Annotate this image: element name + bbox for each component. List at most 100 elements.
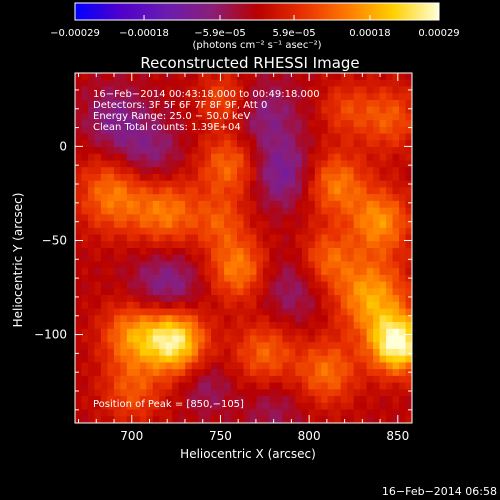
heatmap-cell xyxy=(107,140,115,148)
heatmap-cell xyxy=(327,274,335,283)
heatmap-cell xyxy=(113,126,121,135)
heatmap-cell xyxy=(159,180,167,189)
heatmap-cell xyxy=(133,254,141,263)
heatmap-cell xyxy=(288,274,296,283)
heatmap-cell xyxy=(386,140,394,148)
heatmap-cell xyxy=(172,301,180,310)
heatmap-cell xyxy=(314,369,322,377)
heatmap-cell xyxy=(314,73,322,81)
heatmap-cell xyxy=(308,180,316,189)
heatmap-cell xyxy=(107,308,115,316)
heatmap-cell xyxy=(314,167,322,175)
heatmap-cell xyxy=(81,113,89,121)
heatmap-cell xyxy=(282,274,290,283)
heatmap-cell xyxy=(366,234,374,242)
heatmap-cell xyxy=(405,153,412,162)
heatmap-cell xyxy=(185,106,193,114)
heatmap-cell xyxy=(314,207,322,215)
heatmap-cell xyxy=(282,79,290,88)
heatmap-cell xyxy=(133,79,141,88)
heatmap-cell xyxy=(256,268,264,276)
heatmap-cell xyxy=(211,402,219,411)
heatmap-cell xyxy=(178,207,186,215)
heatmap-cell xyxy=(295,167,303,175)
heatmap-cell xyxy=(295,274,303,283)
heatmap-cell xyxy=(288,382,296,390)
heatmap-cell xyxy=(282,160,290,168)
heatmap-cell xyxy=(211,221,219,229)
heatmap-cell xyxy=(327,261,335,269)
heatmap-cell xyxy=(100,214,109,222)
heatmap-cell xyxy=(230,281,238,289)
heatmap-cell xyxy=(237,369,245,377)
heatmap-cell xyxy=(379,173,387,182)
heatmap-cell xyxy=(139,120,147,128)
heatmap-cell xyxy=(133,241,141,249)
heatmap-cell xyxy=(301,342,309,350)
heatmap-cell xyxy=(392,409,400,417)
heatmap-cell xyxy=(373,335,381,343)
heatmap-cell xyxy=(211,375,219,384)
heatmap-cell xyxy=(152,187,160,195)
heatmap-cell xyxy=(178,254,186,263)
heatmap-cell xyxy=(100,113,109,121)
heatmap-cell xyxy=(75,93,83,101)
heatmap-cell xyxy=(249,120,258,128)
heatmap-cell xyxy=(392,248,400,256)
heatmap-cell xyxy=(133,409,141,417)
heatmap-cell xyxy=(269,140,277,148)
heatmap-cell xyxy=(107,382,115,390)
heatmap-cell xyxy=(230,375,238,384)
heatmap-cell xyxy=(379,160,387,168)
heatmap-cell xyxy=(269,133,277,141)
heatmap-cell xyxy=(178,409,186,417)
y-tick-label: −100 xyxy=(34,328,67,342)
heatmap-cell xyxy=(353,274,361,283)
heatmap-cell xyxy=(373,288,381,296)
heatmap-cell xyxy=(256,254,264,263)
heatmap-cell xyxy=(269,194,277,202)
heatmap-cell xyxy=(81,214,89,222)
heatmap-cell xyxy=(392,402,400,411)
heatmap-cell xyxy=(230,268,238,276)
heatmap-cell xyxy=(191,389,199,397)
heatmap-cell xyxy=(243,248,251,256)
heatmap-cell xyxy=(327,416,335,423)
heatmap-cell xyxy=(347,133,355,141)
heatmap-cell xyxy=(353,106,361,114)
heatmap-cell xyxy=(399,113,407,121)
heatmap-cell xyxy=(159,86,167,94)
heatmap-cell xyxy=(87,93,96,101)
heatmap-cell xyxy=(211,261,219,269)
heatmap-cell xyxy=(321,342,329,350)
heatmap-cell xyxy=(269,79,277,88)
heatmap-cell xyxy=(405,348,412,357)
heatmap-cell xyxy=(256,348,264,357)
heatmap-cell xyxy=(94,147,102,155)
heatmap-cell xyxy=(211,113,219,121)
heatmap-cell xyxy=(327,396,335,404)
heatmap-cell xyxy=(113,207,121,215)
heatmap-cell xyxy=(224,99,232,108)
heatmap-cell xyxy=(152,396,160,404)
heatmap-cell xyxy=(295,194,303,202)
heatmap-cell xyxy=(399,194,407,202)
heatmap-cell xyxy=(334,133,342,141)
heatmap-cell xyxy=(198,133,206,141)
heatmap-cell xyxy=(340,221,348,229)
heatmap-cell xyxy=(399,335,407,343)
heatmap-cell xyxy=(87,133,96,141)
heatmap-cell xyxy=(198,315,206,323)
heatmap-cell xyxy=(94,274,102,283)
heatmap-cell xyxy=(94,86,102,94)
heatmap-cell xyxy=(366,281,374,289)
heatmap-cell xyxy=(243,187,251,195)
heatmap-cell xyxy=(399,274,407,283)
heatmap-cell xyxy=(392,301,400,310)
heatmap-cell xyxy=(295,120,303,128)
heatmap-cell xyxy=(178,147,186,155)
heatmap-cell xyxy=(392,348,400,357)
heatmap-cell xyxy=(256,153,264,162)
heatmap-cell xyxy=(237,409,245,417)
heatmap-cell xyxy=(275,133,283,141)
